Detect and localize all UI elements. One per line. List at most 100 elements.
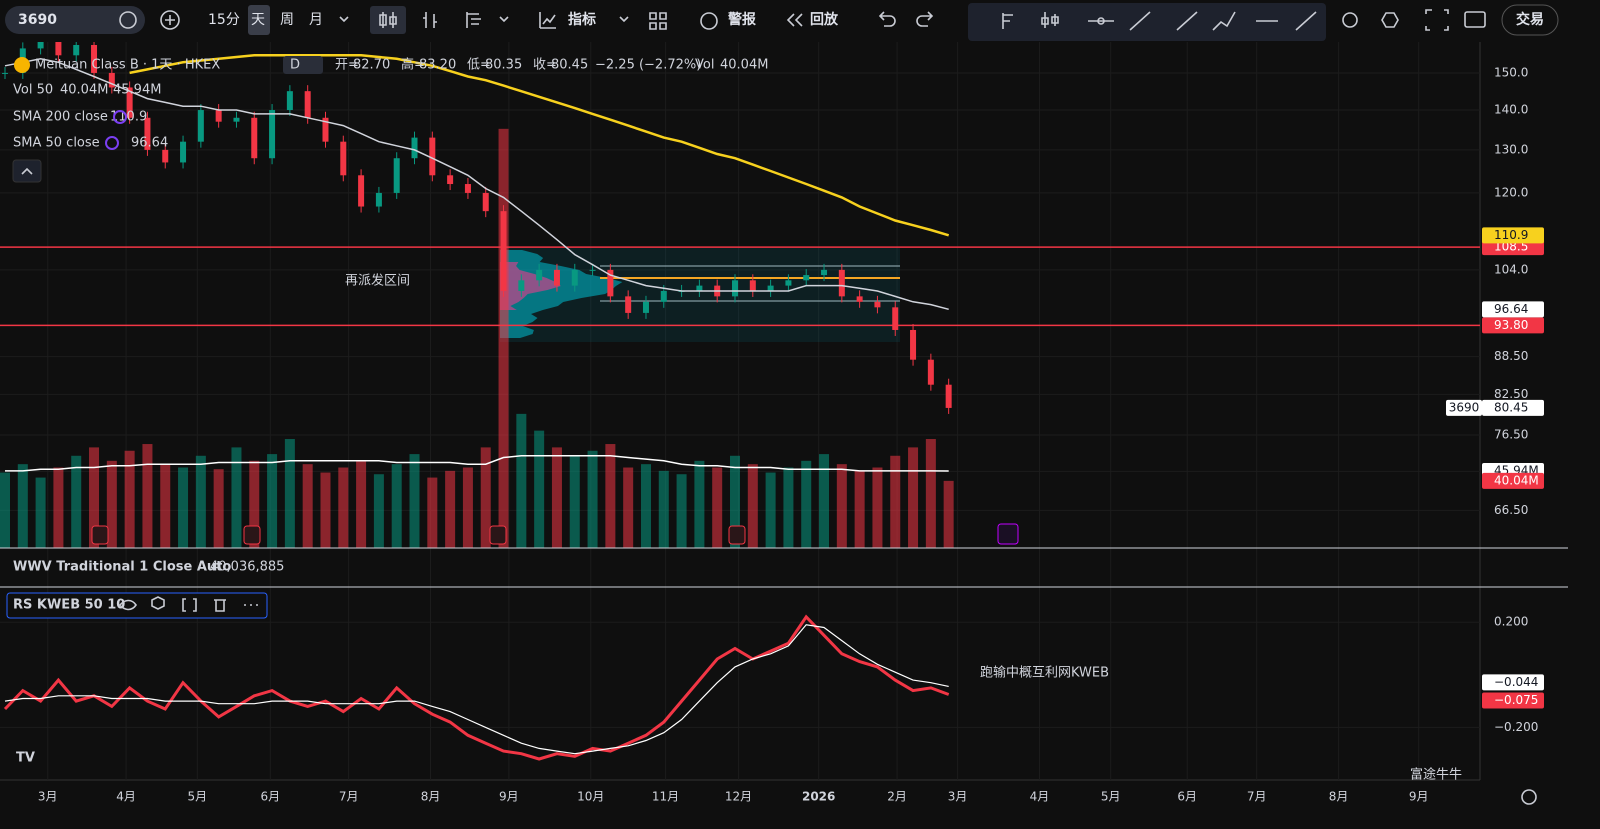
volume-bar [605,444,616,548]
ohlc-label: 高= [401,57,425,73]
replay-icon[interactable] [786,13,803,27]
x-tick-label: 6月 [1177,790,1197,804]
interval[interactable]: 周 [280,12,294,28]
candle [215,110,222,122]
candle [233,117,240,122]
layout-icon[interactable] [466,12,481,28]
volume-bar [712,467,723,548]
undo[interactable] [878,11,896,27]
zoom[interactable] [1342,12,1358,28]
time-settings[interactable] [1521,789,1537,805]
candle [785,280,792,286]
candle [892,307,899,330]
templates[interactable] [649,12,667,30]
volume-bar [409,454,420,548]
symbol-logo [14,57,30,73]
bars-icon[interactable] [423,12,437,28]
snapshot[interactable] [1464,11,1486,28]
candle [821,269,828,276]
volume-bar [124,450,135,548]
volume-bar [551,447,562,548]
interval-active[interactable] [248,5,270,35]
toolbar [0,0,1600,42]
legend-actions[interactable] [118,596,258,612]
x-tick-label: 9月 [499,790,519,804]
earnings-marker [91,525,109,545]
candle [749,280,756,291]
candle [927,359,934,385]
legend-icon [113,110,127,124]
chart-type[interactable] [370,6,406,34]
axis-tag [1482,692,1544,709]
interval[interactable]: 月 [309,12,323,28]
volume-bar [356,460,367,548]
volume-bar [0,472,10,548]
x-tick-label: 2月 [887,790,907,804]
interval[interactable]: 天 [251,12,265,28]
volume-bar [35,477,46,548]
volume-bar [658,470,669,548]
replay[interactable]: 回放 [810,11,839,28]
alert[interactable]: 警报 [728,11,756,28]
volume-bar [569,455,580,548]
axis-tag [1482,399,1544,416]
tools[interactable] [1129,11,1317,31]
ohlc-label: 收= [533,58,557,73]
volume-bar [267,454,278,548]
collapse-legend[interactable] [12,159,42,183]
rs-legend[interactable] [6,592,268,619]
symbol-icon[interactable] [119,11,137,29]
volume-bar [747,464,758,548]
legend-name: Vol 50 [13,83,53,98]
tool[interactable] [1041,12,1059,28]
candle [553,269,560,286]
tool[interactable] [1002,13,1013,29]
volume-bar [872,467,883,548]
ohlc-label: 开= [335,58,359,73]
indicator-icon[interactable] [539,12,556,29]
symbol[interactable]: 3690 [18,12,57,28]
interval[interactable]: 15分 [208,12,240,28]
legend-name: SMA 200 close [13,110,108,125]
volume-profile [500,250,623,338]
y-tick-label: 76.50 [1494,427,1528,441]
trade[interactable]: 交易 [1516,11,1544,28]
x-tick-label: 7月 [1247,790,1267,804]
candle [269,110,276,159]
symbol-search[interactable] [5,6,145,34]
axis-tag-label: 96.64 [1494,302,1528,316]
volume-bar [53,467,64,548]
x-tick-label: 6月 [260,790,280,804]
trade-button[interactable] [1501,4,1559,36]
volume-bar [17,464,28,548]
badge: D [290,58,300,73]
y-tick-label: 0.200 [1494,615,1528,629]
x-tick-label: 11月 [652,790,679,804]
add-compare[interactable] [160,10,180,30]
fullscreen[interactable] [1425,9,1449,31]
candle [910,329,917,360]
candle [607,269,614,297]
volume-bar [783,467,794,548]
series-line [4,624,949,755]
volume-bar [302,464,313,548]
candle [429,137,436,176]
candle [393,158,400,193]
alert-icon[interactable] [700,12,718,30]
volume-bar [925,439,936,548]
x-tick-label: 5月 [187,790,207,804]
badge-box [283,56,323,74]
volume-bar [890,455,901,548]
volume-bar [178,467,189,548]
earnings-marker [489,525,507,545]
volume-bar [160,464,171,548]
candle [571,269,578,286]
indicators[interactable]: 指标 [568,11,596,28]
candle [660,290,667,302]
series-line [4,58,949,311]
y-tick-label: 88.50 [1494,349,1528,363]
drawing-toolbar [968,3,1326,41]
settings[interactable] [1381,12,1399,28]
volume-bar [730,455,740,548]
series-line [3,614,950,761]
